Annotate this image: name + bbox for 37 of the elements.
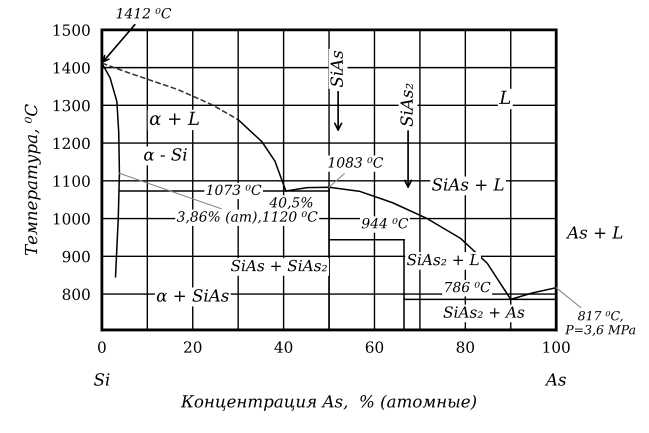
- annotation: SiAs + SiAs₂: [230, 260, 327, 272]
- y-tick-label: 1100: [54, 175, 90, 187]
- y-tick-label: 800: [62, 288, 90, 300]
- x-tick-label: 20: [184, 341, 202, 353]
- annotation: 1412 ⁰C: [116, 8, 172, 19]
- y-tick-label: 900: [62, 250, 90, 262]
- annotation: L: [499, 90, 510, 104]
- annotation: 786 ⁰C: [445, 282, 490, 292]
- x-axis-title: Концентрация As, % (атомные): [180, 394, 476, 411]
- annotation: 1083 ⁰C: [328, 157, 384, 168]
- annotation: 3,86% (am),1120 ⁰C: [176, 211, 318, 224]
- annotation: 817 ⁰C, P=3,6 MPa: [565, 310, 636, 336]
- x-tick-label: 60: [366, 341, 384, 353]
- annotation: SiAs₂: [400, 84, 413, 126]
- annotation: 944 ⁰C: [362, 218, 408, 228]
- y-tick-label: 1400: [54, 62, 90, 74]
- annotation: SiAs₂ + L: [407, 254, 479, 266]
- y-axis-title: Температура, ⁰C: [24, 104, 41, 256]
- x-tick-label: 40: [274, 341, 292, 353]
- y-tick-label: 1500: [54, 24, 90, 36]
- annotation: α - Si: [144, 148, 187, 161]
- text: As: [544, 373, 566, 386]
- annotation: 1073 ⁰C: [206, 184, 262, 196]
- annotation: SiAs₂ + As: [444, 306, 524, 318]
- y-tick-label: 1300: [54, 100, 90, 112]
- y-tick-label: 1200: [54, 138, 90, 150]
- annotation: SiAs + L: [432, 178, 504, 191]
- annotation: α + SiAs: [156, 289, 229, 302]
- x-tick-label: 0: [98, 341, 106, 353]
- x-tick-label: 80: [456, 341, 474, 353]
- annotation: SiAs: [330, 50, 343, 88]
- annotation: 40,5%: [269, 197, 312, 210]
- annotation: α + L: [150, 112, 199, 126]
- x-tick-label: 100: [543, 341, 570, 353]
- text: Si: [94, 373, 110, 386]
- y-tick-label: 1000: [54, 213, 90, 225]
- text: As + L: [566, 226, 622, 239]
